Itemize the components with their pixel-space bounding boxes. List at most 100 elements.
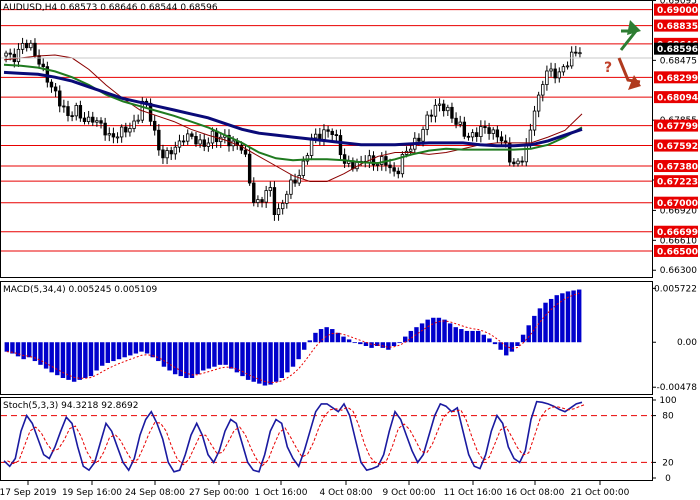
price-panel: ? AUDUSD,H4 0.68573 0.68646 0.68544 0.68… (0, 0, 653, 278)
price-tag: 0.68835 (654, 19, 698, 32)
macd-bar (560, 293, 565, 343)
candle-body (574, 51, 578, 54)
time-tick-label: 17 Sep 2019 (0, 488, 57, 498)
price-tag-label: 0.67223 (657, 178, 698, 188)
macd-bar (408, 330, 414, 343)
candle-body (91, 116, 95, 123)
candle-body (194, 136, 198, 145)
candle-body (536, 94, 541, 112)
candle-body (190, 133, 194, 137)
candle-body (524, 143, 528, 163)
price-tag: 0.69000 (654, 3, 698, 16)
macd-bar (391, 342, 397, 346)
macd-bar (285, 342, 290, 373)
stoch-tick-label: 80 (662, 412, 674, 422)
candle-body (342, 154, 347, 164)
macd-bar (380, 342, 385, 348)
macd-bar (363, 342, 369, 346)
candle-body (29, 42, 33, 49)
macd-bar (442, 319, 447, 343)
candle-body (152, 120, 157, 131)
macd-bar (537, 308, 543, 343)
candle-body (243, 149, 248, 155)
candle-body (62, 105, 66, 108)
candle-body (95, 120, 99, 123)
macd-bar (15, 342, 21, 357)
macd-bar (122, 342, 127, 358)
stoch-main-line (3, 400, 583, 473)
macd-bar (262, 342, 268, 386)
macd-bar (71, 342, 77, 382)
macd-bar (195, 342, 200, 375)
macd-bar (116, 342, 122, 360)
candle-body (446, 106, 450, 112)
price-tag-label: 0.67000 (657, 199, 698, 209)
macd-bar (201, 342, 206, 371)
stoch-axis: 100 80 20 0 (652, 396, 677, 484)
macd-bar (324, 327, 329, 343)
candle-body (528, 129, 533, 145)
macd-bar (10, 342, 15, 354)
candle-body (252, 182, 256, 203)
stoch-tick-label: 100 (659, 396, 676, 406)
candle-body (380, 156, 384, 165)
macd-bar (369, 342, 374, 348)
price-tick-label: 0.68475 (660, 56, 697, 66)
price-tag: 0.68299 (654, 71, 698, 84)
candle-body (578, 52, 582, 55)
candle-body (450, 106, 454, 119)
candle-body (280, 202, 285, 210)
macd-bar (4, 342, 10, 352)
macd-bar (172, 342, 178, 375)
candle-body (545, 70, 549, 85)
candle-body (458, 121, 462, 125)
candle-body (520, 160, 524, 163)
candle-body (429, 114, 434, 117)
candle-body (297, 175, 301, 184)
candle-body (289, 179, 293, 195)
price-tick-label: 0.66300 (660, 266, 697, 276)
macd-bar (245, 342, 251, 380)
price-tag-label: 0.66699 (657, 228, 698, 238)
macd-bar (515, 342, 520, 346)
moving-averages (3, 54, 583, 182)
stoch-signal-line (7, 403, 586, 467)
candle-body (553, 68, 557, 79)
stoch-header: Stoch(5,3,3) 94.3218 92.8692 (3, 401, 138, 411)
macd-bar (313, 332, 318, 343)
candle-body (454, 117, 458, 125)
price-tag: 0.67380 (654, 160, 698, 173)
price-tag-label: 0.67799 (657, 122, 698, 132)
candle-body (425, 114, 429, 130)
candle-body (516, 160, 520, 165)
candle-body (475, 132, 479, 137)
candle-body (20, 42, 25, 50)
macd-bar (184, 342, 189, 378)
price-tag-label: 0.68596 (657, 45, 698, 55)
price-tag: 0.67592 (654, 139, 698, 152)
price-tag-label: 0.66500 (657, 247, 698, 257)
candle-body (417, 137, 421, 142)
macd-bar (352, 342, 357, 344)
macd-bar (94, 342, 99, 371)
macd-bar (576, 289, 582, 343)
symbol-header: AUDUSD,H4 0.68573 0.68646 0.68544 0.6859… (3, 3, 218, 13)
candle-body (314, 133, 318, 139)
candle-body (557, 71, 561, 79)
macd-bar (459, 329, 464, 343)
macd-bar (526, 325, 531, 343)
candle-body (330, 130, 334, 135)
macd-bar (470, 330, 475, 343)
macd-bar (431, 317, 436, 343)
candle-body (388, 164, 392, 169)
candle-body (375, 164, 380, 166)
macd-bar (504, 342, 509, 356)
price-tag-label: 0.68835 (657, 22, 698, 32)
macd-bar (178, 342, 183, 377)
candle-body (169, 150, 173, 155)
time-axis: 17 Sep 2019 19 Sep 16:00 24 Sep 08:00 27 Se… (0, 481, 630, 498)
price-tag-label: 0.69000 (657, 6, 698, 16)
macd-bar (43, 342, 49, 369)
macd-bar (330, 329, 335, 343)
question-mark-annotation: ? (604, 60, 612, 76)
